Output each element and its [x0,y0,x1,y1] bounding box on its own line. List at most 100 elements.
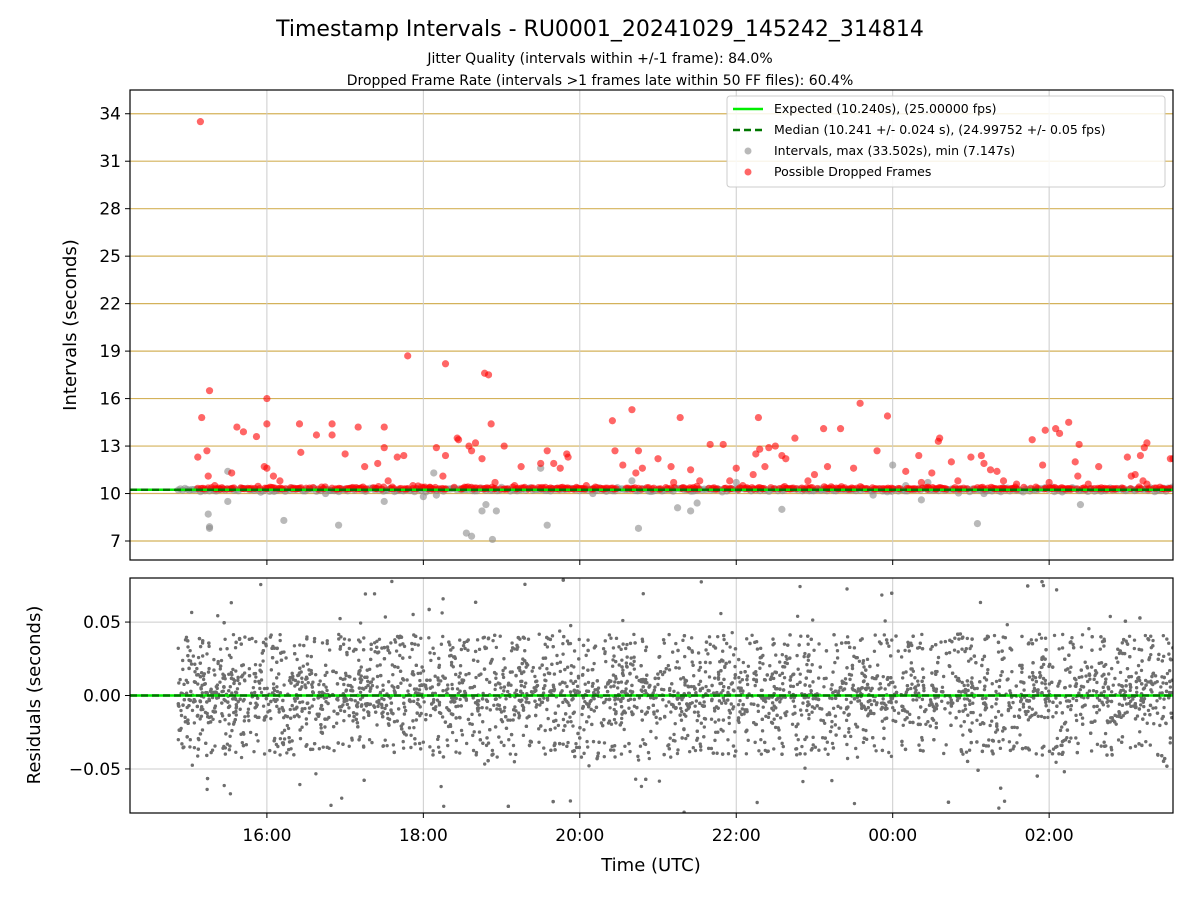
residual-point [632,659,636,664]
residual-point [1108,720,1112,724]
residual-point [999,713,1004,717]
residual-point [1136,663,1141,668]
residual-point [798,584,802,589]
dropped-frame-point [467,447,476,455]
residual-point [228,744,232,748]
residual-point [864,668,868,672]
residual-point [906,644,911,649]
residual-point [1040,753,1045,757]
residual-point [375,664,380,668]
residual-point [975,718,979,722]
residual-point [1099,661,1104,665]
residual-point [303,683,307,687]
residual-point [198,644,203,649]
residual-point [811,743,815,747]
dropped-frame-point [756,445,764,453]
residual-point [492,703,496,707]
residual-point [504,726,509,730]
residual-point [775,713,779,718]
residual-point [249,691,254,695]
interval-point [693,499,701,507]
residual-point [338,708,343,713]
residual-point [1082,695,1086,700]
residual-point [427,636,431,640]
residual-point [965,636,970,641]
residual-point [269,699,273,704]
residual-point [1060,646,1065,650]
residual-point [247,674,252,678]
residual-point [1162,675,1166,680]
residual-point [480,705,484,710]
residual-point [613,702,618,706]
residual-point [628,641,633,646]
residual-point [304,685,308,690]
dropped-frame-point [297,448,305,456]
residual-point [179,708,183,713]
residual-point [264,696,269,701]
residual-point [949,723,953,728]
residual-point [223,637,227,641]
residual-point [229,676,234,681]
residual-point [963,703,967,708]
residual-point [708,642,712,647]
residual-point [358,640,362,644]
dropped-frame-point [404,352,412,360]
residual-point [480,697,485,701]
residual-point [535,679,539,683]
residual-point [347,713,351,718]
residual-point [689,636,694,640]
residual-point [577,745,582,750]
residual-point [445,683,450,687]
residual-point [1008,748,1013,753]
residual-point [887,683,891,687]
residual-point [1077,675,1081,680]
residual-point [1038,675,1042,679]
residual-point [971,701,975,705]
residual-point [251,685,256,690]
residual-point [713,720,717,724]
residual-point [411,719,415,723]
residual-point [719,669,723,673]
residual-point [576,731,580,736]
residual-point [214,690,219,695]
residual-point [234,713,238,717]
residual-point [386,716,390,721]
residual-point [202,672,207,676]
residual-point [1011,700,1015,705]
residual-point [243,679,247,683]
residual-point [1094,672,1098,676]
residual-point [889,676,893,680]
residual-point [823,747,827,751]
residual-point [470,712,474,717]
residual-point [523,659,527,663]
residual-point [966,713,970,717]
residual-point [1167,652,1171,656]
residual-point [1112,720,1117,724]
residual-point [716,670,721,674]
residual-point [595,679,600,683]
dropped-frame-point [947,458,955,466]
residual-point [1108,614,1112,619]
residual-point [666,663,671,668]
residual-point [1081,685,1086,689]
residual-point [441,634,445,639]
residual-point [994,689,998,694]
residual-point [574,745,579,750]
residual-point [236,678,240,683]
residual-point [929,647,933,651]
residual-point [1129,674,1134,679]
residual-point [883,687,887,691]
residual-point [569,663,574,668]
residual-point [881,701,885,705]
residual-point [947,650,952,655]
residual-point [389,701,394,705]
residual-point [887,644,891,648]
residual-point [292,644,297,648]
residual-point [806,634,810,638]
residual-point [1027,675,1032,679]
residual-point [680,709,684,714]
residual-point [918,748,923,753]
residual-point [691,663,695,667]
